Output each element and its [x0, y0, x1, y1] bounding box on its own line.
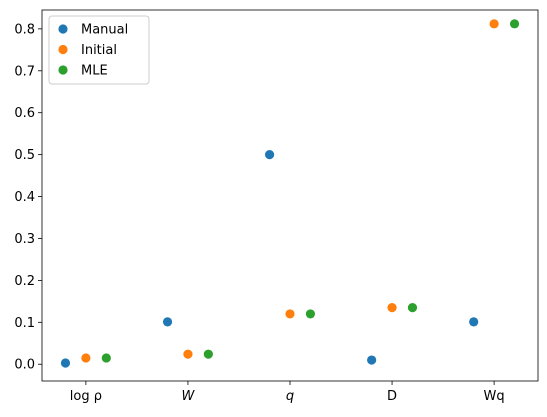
point-initial — [489, 19, 499, 29]
legend-marker — [58, 44, 68, 55]
y-tick-label: 0.2 — [14, 274, 35, 289]
point-initial — [183, 349, 193, 359]
x-tick-label: Wq — [484, 389, 505, 404]
point-initial — [81, 353, 91, 363]
y-tick-label: 0.3 — [14, 232, 35, 247]
point-mle — [203, 349, 213, 359]
legend-box — [48, 15, 150, 85]
point-manual — [162, 317, 173, 327]
y-tick-label: 0.8 — [14, 22, 35, 37]
legend-marker — [58, 24, 68, 34]
point-mle — [509, 19, 520, 29]
point-mle — [101, 353, 111, 363]
legend-label: MLE — [81, 64, 108, 79]
point-manual — [367, 355, 377, 365]
legend-label: Manual — [81, 23, 128, 38]
point-initial — [387, 303, 397, 313]
y-tick-label: 0.4 — [14, 190, 35, 205]
x-tick-label: log ρ — [70, 389, 102, 404]
y-tick-label: 0.5 — [14, 148, 35, 163]
x-tick-label: q — [286, 389, 294, 404]
data-points — [60, 19, 520, 368]
point-manual — [469, 317, 479, 327]
x-tick-label: W — [182, 389, 196, 404]
point-mle — [407, 303, 418, 313]
legend-marker — [58, 65, 68, 75]
y-tick-label: 0.1 — [14, 316, 35, 331]
point-manual — [60, 358, 71, 368]
x-tick-label: D — [387, 389, 397, 404]
legend-label: Initial — [81, 43, 117, 58]
legend: Manual Initial MLE — [48, 15, 150, 85]
point-mle — [305, 309, 316, 319]
y-axis: 0.0 0.1 0.2 0.3 0.4 0.5 0.6 0.7 0.8 — [14, 22, 42, 373]
point-initial — [285, 309, 295, 319]
y-tick-label: 0.6 — [14, 106, 35, 121]
y-tick-label: 0.7 — [14, 64, 35, 79]
y-tick-label: 0.0 — [14, 358, 35, 373]
point-manual — [264, 150, 275, 160]
